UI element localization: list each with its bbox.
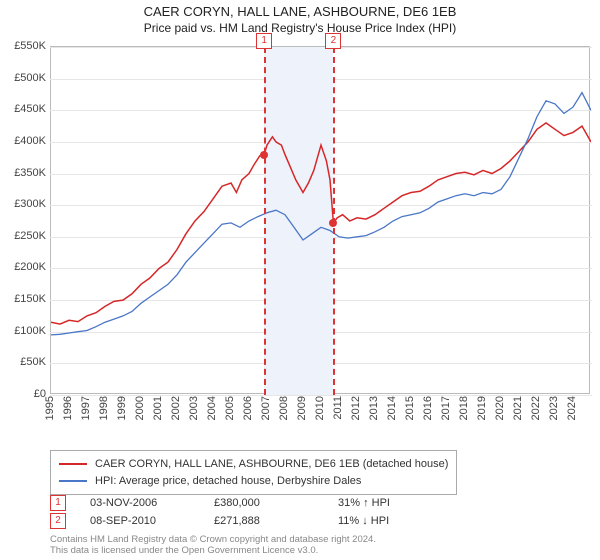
y-tick-label: £500K bbox=[2, 72, 46, 84]
y-tick-label: £100K bbox=[2, 325, 46, 337]
x-tick-label: 2006 bbox=[242, 396, 254, 420]
x-tick-label: 2003 bbox=[188, 396, 200, 420]
x-tick-label: 2024 bbox=[566, 396, 578, 420]
x-tick-label: 2001 bbox=[152, 396, 164, 420]
sale-point bbox=[329, 219, 337, 227]
x-tick-label: 2014 bbox=[386, 396, 398, 420]
x-tick-label: 2008 bbox=[278, 396, 290, 420]
chart-title: CAER CORYN, HALL LANE, ASHBOURNE, DE6 1E… bbox=[0, 4, 600, 19]
legend-box: CAER CORYN, HALL LANE, ASHBOURNE, DE6 1E… bbox=[50, 450, 457, 495]
x-tick-label: 2010 bbox=[314, 396, 326, 420]
x-tick-label: 2019 bbox=[476, 396, 488, 420]
sale-date-1: 03-NOV-2006 bbox=[90, 497, 190, 509]
sale-marker-flag: 2 bbox=[325, 33, 341, 49]
sale-price-1: £380,000 bbox=[214, 497, 314, 509]
x-tick-label: 2021 bbox=[512, 396, 524, 420]
sale-point bbox=[260, 151, 268, 159]
y-tick-label: £300K bbox=[2, 198, 46, 210]
title-block: CAER CORYN, HALL LANE, ASHBOURNE, DE6 1E… bbox=[0, 0, 600, 35]
y-tick-label: £200K bbox=[2, 261, 46, 273]
chart-subtitle: Price paid vs. HM Land Registry's House … bbox=[0, 21, 600, 35]
x-tick-label: 1995 bbox=[44, 396, 56, 420]
y-tick-label: £400K bbox=[2, 135, 46, 147]
footer-attribution: Contains HM Land Registry data © Crown c… bbox=[50, 534, 376, 557]
legend-label-hpi: HPI: Average price, detached house, Derb… bbox=[95, 473, 361, 490]
x-tick-label: 2011 bbox=[332, 396, 344, 420]
x-tick-label: 1997 bbox=[80, 396, 92, 420]
footer-line-2: This data is licensed under the Open Gov… bbox=[50, 545, 376, 556]
chart-area: 12 £0£50K£100K£150K£200K£250K£300K£350K£… bbox=[50, 46, 590, 406]
x-tick-label: 2023 bbox=[548, 396, 560, 420]
y-tick-label: £0 bbox=[2, 388, 46, 400]
sale-date-2: 08-SEP-2010 bbox=[90, 515, 190, 527]
x-tick-label: 2009 bbox=[296, 396, 308, 420]
x-tick-label: 2000 bbox=[134, 396, 146, 420]
x-tick-label: 2002 bbox=[170, 396, 182, 420]
y-tick-label: £150K bbox=[2, 293, 46, 305]
sale-delta-1: 31% ↑ HPI bbox=[338, 497, 438, 509]
sales-table: 1 03-NOV-2006 £380,000 31% ↑ HPI 2 08-SE… bbox=[50, 494, 438, 530]
x-axis-labels: 1995199619971998199920002001200220032004… bbox=[50, 396, 590, 451]
x-tick-label: 1998 bbox=[98, 396, 110, 420]
y-tick-label: £550K bbox=[2, 40, 46, 52]
footer-line-1: Contains HM Land Registry data © Crown c… bbox=[50, 534, 376, 545]
sale-row-1: 1 03-NOV-2006 £380,000 31% ↑ HPI bbox=[50, 494, 438, 512]
sale-marker-1: 1 bbox=[50, 495, 66, 511]
sale-price-2: £271,888 bbox=[214, 515, 314, 527]
x-tick-label: 2013 bbox=[368, 396, 380, 420]
sale-marker-flag: 1 bbox=[256, 33, 272, 49]
sale-row-2: 2 08-SEP-2010 £271,888 11% ↓ HPI bbox=[50, 512, 438, 530]
x-tick-label: 2016 bbox=[422, 396, 434, 420]
legend-swatch-property bbox=[59, 463, 87, 465]
x-tick-label: 1999 bbox=[116, 396, 128, 420]
legend-item-property: CAER CORYN, HALL LANE, ASHBOURNE, DE6 1E… bbox=[59, 456, 448, 473]
chart-container: CAER CORYN, HALL LANE, ASHBOURNE, DE6 1E… bbox=[0, 0, 600, 560]
x-tick-label: 2020 bbox=[494, 396, 506, 420]
series-hpi bbox=[51, 93, 591, 335]
x-tick-label: 2015 bbox=[404, 396, 416, 420]
x-tick-label: 2017 bbox=[440, 396, 452, 420]
x-tick-label: 2012 bbox=[350, 396, 362, 420]
sale-marker-2: 2 bbox=[50, 513, 66, 529]
line-series-svg bbox=[51, 47, 591, 395]
legend-swatch-hpi bbox=[59, 480, 87, 482]
y-tick-label: £250K bbox=[2, 230, 46, 242]
y-tick-label: £350K bbox=[2, 167, 46, 179]
y-tick-label: £50K bbox=[2, 356, 46, 368]
x-tick-label: 2005 bbox=[224, 396, 236, 420]
y-axis-labels: £0£50K£100K£150K£200K£250K£300K£350K£400… bbox=[2, 46, 46, 394]
x-tick-label: 2007 bbox=[260, 396, 272, 420]
legend-label-property: CAER CORYN, HALL LANE, ASHBOURNE, DE6 1E… bbox=[95, 456, 448, 473]
x-tick-label: 2004 bbox=[206, 396, 218, 420]
x-tick-label: 1996 bbox=[62, 396, 74, 420]
x-tick-label: 2018 bbox=[458, 396, 470, 420]
legend-item-hpi: HPI: Average price, detached house, Derb… bbox=[59, 473, 448, 490]
sale-delta-2: 11% ↓ HPI bbox=[338, 515, 438, 527]
plot-area: 12 bbox=[50, 46, 590, 394]
sale-marker-line bbox=[264, 47, 266, 395]
y-tick-label: £450K bbox=[2, 103, 46, 115]
series-property bbox=[51, 123, 591, 324]
x-tick-label: 2022 bbox=[530, 396, 542, 420]
